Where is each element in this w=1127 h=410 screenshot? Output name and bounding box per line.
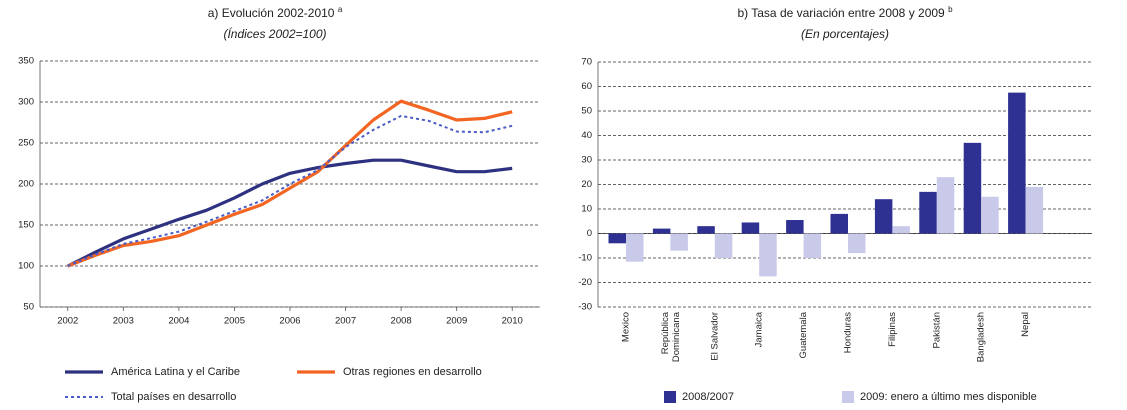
- bar: [626, 233, 644, 262]
- x-tick-label: 2008: [391, 316, 412, 327]
- x-tick-label: Bangladesh: [976, 312, 987, 362]
- y-tick-label: 50: [581, 106, 592, 117]
- y-tick-label: 250: [18, 138, 34, 149]
- x-tick-label: Honduras: [843, 312, 854, 353]
- line-series: [67, 99, 513, 268]
- title-superscript: a: [338, 5, 343, 14]
- x-tick-label: 2002: [57, 316, 78, 327]
- title-text: b) Tasa de variación entre 2008 y 2009: [737, 6, 945, 20]
- legend-swatch: [842, 391, 854, 403]
- y-tick-label: 0: [587, 228, 592, 239]
- bar: [963, 142, 982, 234]
- bar: [830, 213, 848, 234]
- y-tick-label: 350: [18, 56, 34, 67]
- y-tick-label: 200: [18, 179, 34, 190]
- y-tick-label: 30: [581, 155, 592, 166]
- x-tick-label: El Salvador: [709, 312, 720, 361]
- x-tick-label: 2006: [279, 316, 300, 327]
- bar: [759, 233, 777, 277]
- bar: [892, 226, 910, 234]
- y-tick-label: 50: [23, 302, 34, 313]
- bar: [803, 233, 822, 258]
- x-tick-label: 2005: [224, 316, 245, 327]
- x-tick-label: RepúblicaDominicana: [659, 311, 681, 362]
- x-tick-label: Guatemala: [798, 311, 809, 358]
- line-series: [67, 158, 513, 268]
- x-tick-label: Pakistán: [931, 312, 942, 348]
- legend-label: 2008/2007: [682, 391, 734, 403]
- chart-subtitle: (En porcentajes): [801, 27, 889, 41]
- legend-label: Otras regiones en desarrollo: [343, 366, 482, 378]
- x-tick-label: Filipinas: [887, 312, 898, 347]
- y-tick-label: -10: [578, 253, 592, 264]
- legend-label: Total países en desarrollo: [111, 391, 236, 403]
- y-tick-label: 20: [581, 179, 592, 190]
- bar: [786, 220, 804, 234]
- bar: [981, 196, 999, 234]
- bar: [919, 191, 937, 234]
- label-line: Dominicana: [670, 311, 681, 362]
- x-tick-label: 2004: [168, 316, 189, 327]
- line-series: [67, 114, 513, 267]
- y-tick-label: 100: [18, 261, 34, 272]
- y-tick-label: 150: [18, 220, 34, 231]
- x-tick-label: 2007: [335, 316, 356, 327]
- bar: [1025, 186, 1044, 234]
- bar: [936, 177, 955, 234]
- bar: [670, 233, 688, 251]
- y-tick-label: 10: [581, 204, 592, 215]
- x-tick-label: Jamaica: [754, 311, 765, 347]
- chart-subtitle: (Índices 2002=100): [223, 26, 326, 41]
- bar: [714, 233, 733, 258]
- bar: [652, 228, 671, 234]
- bar: [874, 199, 893, 234]
- x-tick-label: 2009: [446, 316, 467, 327]
- x-tick-label: 2003: [113, 316, 134, 327]
- label-line: República: [659, 311, 670, 354]
- bar: [697, 226, 715, 234]
- bar: [741, 222, 760, 234]
- y-tick-label: 40: [581, 130, 592, 141]
- y-tick-label: -20: [578, 277, 592, 288]
- title-text: a) Evolución 2002-2010: [208, 6, 335, 20]
- bar: [848, 233, 866, 254]
- y-tick-label: 300: [18, 97, 34, 108]
- chart-title: a) Evolución 2002-2010 a: [208, 5, 343, 20]
- bar: [1008, 92, 1026, 234]
- legend-label: América Latina y el Caribe: [111, 366, 240, 378]
- legend-swatch: [664, 391, 676, 403]
- y-tick-label: 70: [581, 57, 592, 68]
- title-superscript: b: [948, 5, 953, 14]
- x-tick-label: 2010: [502, 316, 523, 327]
- y-tick-label: -30: [578, 302, 592, 313]
- y-tick-label: 60: [581, 81, 592, 92]
- x-tick-label: Nepal: [1020, 312, 1031, 337]
- chart-title: b) Tasa de variación entre 2008 y 2009 b: [737, 5, 953, 20]
- legend-label: 2009: enero a último mes disponible: [860, 391, 1037, 403]
- bar: [608, 233, 626, 244]
- x-tick-label: Mexico: [621, 312, 632, 342]
